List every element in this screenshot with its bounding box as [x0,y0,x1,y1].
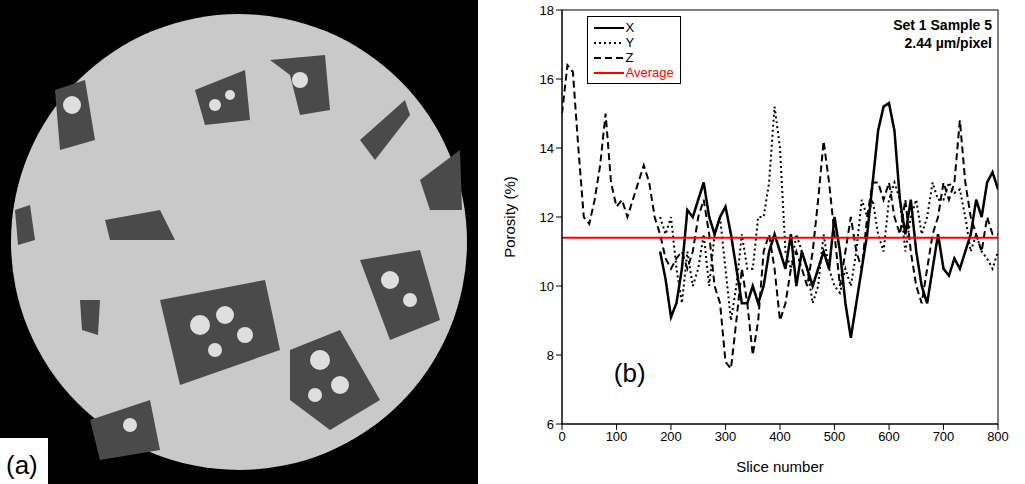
html-text:Set 1 Sample 5: Set 1 Sample 5 [893,17,992,33]
svg-text:100: 100 [606,429,628,444]
html-text:Average: Average [625,65,674,80]
svg-text:500: 500 [824,429,846,444]
html-text:Y: Y [625,35,635,50]
svg-text:16: 16 [540,72,554,87]
html-text:X: X [625,20,635,35]
svg-text:Slice number: Slice number [736,458,824,475]
svg-text:700: 700 [933,429,955,444]
svg-text:Porosity (%): Porosity (%) [501,176,518,258]
svg-text:300: 300 [715,429,737,444]
svg-text:0: 0 [558,429,565,444]
svg-text:8: 8 [547,348,554,363]
svg-text:14: 14 [540,141,554,156]
svg-text:18: 18 [540,3,554,18]
svg-text:600: 600 [878,429,900,444]
html-text:(b): (b) [613,358,646,389]
svg-text:(a): (a) [6,450,38,480]
svg-text:800: 800 [987,429,1009,444]
svg-text:6: 6 [547,417,554,432]
svg-text:200: 200 [660,429,682,444]
svg-text:10: 10 [540,279,554,294]
html-text:Z: Z [625,50,634,65]
html-text:2.44 µm/pixel: 2.44 µm/pixel [904,35,992,51]
svg-text:12: 12 [540,210,554,225]
svg-text:400: 400 [769,429,791,444]
